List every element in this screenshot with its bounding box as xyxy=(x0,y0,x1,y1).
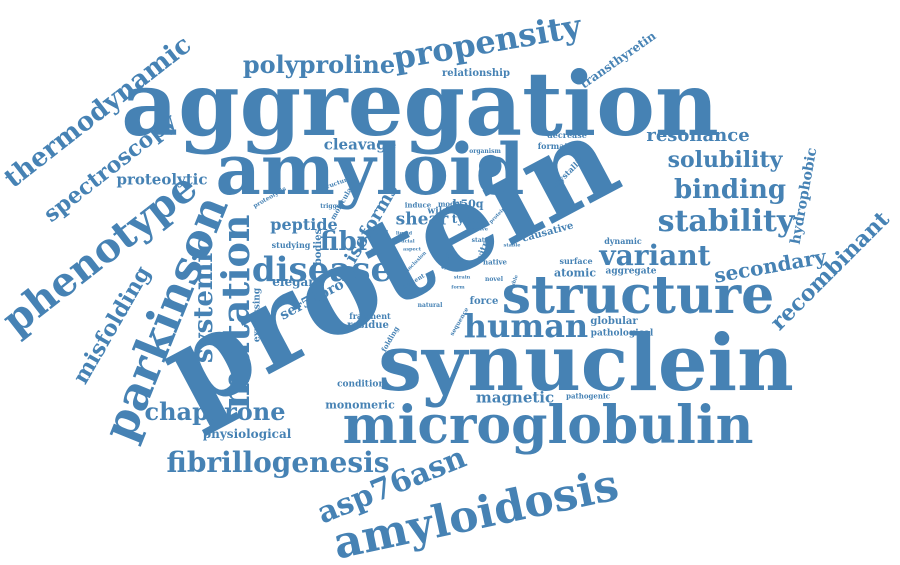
word-peptide: peptide xyxy=(270,215,338,234)
word-monomeric: monomeric xyxy=(325,398,395,412)
word-residue: residue xyxy=(347,320,389,331)
word-involve: involve xyxy=(468,226,488,233)
word-studying: studying xyxy=(271,240,311,250)
word-synuclein: synuclein xyxy=(378,318,794,409)
word-relationship: relationship xyxy=(442,68,510,79)
word-dynamic: dynamic xyxy=(604,236,642,246)
word-native: native xyxy=(482,257,508,267)
word-strain: strain xyxy=(453,274,471,281)
word-physiological: physiological xyxy=(202,427,292,441)
word-polyproline: polyproline xyxy=(242,50,396,79)
word-pathological: pathological xyxy=(590,328,654,339)
word-type: type xyxy=(451,212,481,226)
word-expressing: expressing xyxy=(252,287,263,343)
word-resonance: resonance xyxy=(646,125,750,146)
word-magnetic: magnetic xyxy=(475,388,555,407)
word-systemic: systemic xyxy=(189,236,219,364)
word-stability: stability xyxy=(657,204,795,239)
word-pathogenic: pathogenic xyxy=(566,391,610,401)
word-aggregate: aggregate xyxy=(605,266,657,277)
word-solubility: solubility xyxy=(667,147,783,173)
word-decrease: decrease xyxy=(547,130,587,140)
word-state: state xyxy=(471,237,489,244)
word-elegans: elegans xyxy=(272,275,324,289)
word-form: form xyxy=(451,284,465,291)
word-organism: organism xyxy=(469,148,501,155)
word-novel: novel xyxy=(485,276,503,283)
word-chaperone: chaperone xyxy=(144,397,286,426)
word-fragment: fragment xyxy=(349,311,391,321)
word-proteolytic: proteolytic xyxy=(116,170,208,189)
word-wild: wild xyxy=(427,206,449,217)
word-aspect: aspect xyxy=(402,246,422,253)
word-microglobulin: microglobulin xyxy=(342,395,754,456)
word-fibrillogenesis: fibrillogenesis xyxy=(166,446,390,479)
word-h50q: h50q xyxy=(452,197,484,211)
word-surface: surface xyxy=(559,256,593,266)
word-hydrophobic: hydrophobic xyxy=(787,146,821,246)
word-crucial: crucial xyxy=(395,238,415,245)
word-disease: disease xyxy=(251,250,393,290)
word-fibril: fibril xyxy=(319,227,391,257)
word-bodies: bodies xyxy=(313,228,324,266)
word-mutation: mutation xyxy=(213,214,258,410)
word-shear: shear xyxy=(395,209,449,230)
word-induce: induce xyxy=(404,200,432,210)
word-atomic: atomic xyxy=(553,266,597,280)
word-natural: natural xyxy=(417,302,443,309)
word-model: model xyxy=(437,199,463,209)
word-aggregation: aggregation xyxy=(121,52,719,156)
word-amyloid: amyloid xyxy=(215,128,525,211)
word-formation: formation xyxy=(537,141,583,151)
word-liquid: liquid xyxy=(395,230,413,237)
word-globular: globular xyxy=(590,316,638,327)
word-structure: structure xyxy=(501,265,775,326)
word-stable: stable xyxy=(503,242,521,249)
word-human: human xyxy=(463,307,589,345)
word-force: force xyxy=(469,296,499,307)
word-variant: variant xyxy=(599,239,711,272)
word-condition: condition xyxy=(337,379,385,390)
word-binding: binding xyxy=(673,175,787,205)
word-trigger: trigger xyxy=(320,203,344,210)
word-cleavage: cleavage xyxy=(323,135,397,154)
